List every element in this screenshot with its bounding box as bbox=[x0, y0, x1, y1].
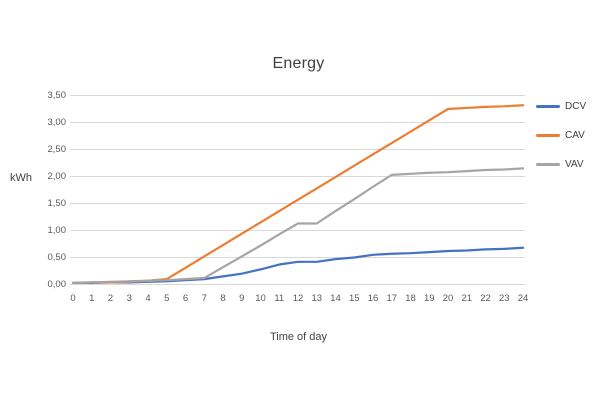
x-tick-label: 24 bbox=[517, 293, 529, 304]
x-tick-label: 6 bbox=[182, 293, 189, 304]
series-line-vav bbox=[71, 167, 525, 284]
x-axis-title: Time of day bbox=[269, 331, 328, 343]
x-tick-label: 23 bbox=[498, 293, 510, 304]
x-tick-label: 7 bbox=[201, 293, 207, 304]
legend: DCV CAV VAV bbox=[536, 100, 586, 171]
x-tick-label: 9 bbox=[239, 293, 245, 304]
legend-label-cav: CAV bbox=[565, 130, 585, 141]
series-line-cav bbox=[71, 104, 525, 284]
x-tick-label: 19 bbox=[423, 293, 435, 304]
x-tick-label: 17 bbox=[386, 293, 398, 304]
x-tick-label: 11 bbox=[274, 293, 285, 304]
chart-title: Energy bbox=[272, 55, 325, 72]
legend-item-vav[interactable]: VAV bbox=[536, 158, 586, 171]
y-tick-label: 2,50 bbox=[47, 143, 67, 155]
y-tick-label: 0,50 bbox=[47, 251, 67, 263]
vav-line-swatch-icon bbox=[536, 163, 560, 166]
x-tick-label: 13 bbox=[311, 293, 323, 304]
y-tick-label: 3,50 bbox=[47, 89, 67, 101]
y-tick-label: 3,00 bbox=[47, 116, 67, 128]
x-tick-label: 15 bbox=[348, 293, 360, 304]
x-tick-label: 8 bbox=[220, 293, 226, 304]
x-tick-label: 2 bbox=[107, 293, 114, 304]
x-tick-label: 5 bbox=[164, 293, 170, 304]
x-tick-label: 16 bbox=[367, 293, 379, 304]
x-tick-label: 14 bbox=[330, 293, 341, 304]
y-tick-label: 2,00 bbox=[47, 170, 67, 182]
x-tick-label: 3 bbox=[126, 293, 132, 304]
x-tick-label: 0 bbox=[70, 293, 76, 304]
y-tick-label: 1,50 bbox=[47, 197, 67, 209]
legend-label-vav: VAV bbox=[565, 159, 584, 170]
legend-item-cav[interactable]: CAV bbox=[536, 129, 586, 142]
x-tick-label: 18 bbox=[405, 293, 416, 304]
dcv-line-swatch-icon bbox=[536, 105, 560, 108]
x-tick-label: 4 bbox=[145, 293, 151, 304]
y-axis-title: kWh bbox=[10, 172, 32, 184]
x-tick-label: 21 bbox=[461, 293, 473, 304]
x-tick-label: 20 bbox=[442, 293, 454, 304]
y-tick-label: 1,00 bbox=[47, 224, 67, 236]
x-tick-label: 12 bbox=[292, 293, 304, 304]
x-tick-label: 22 bbox=[480, 293, 491, 304]
y-tick-label: 0,00 bbox=[47, 278, 67, 290]
x-tick-label: 10 bbox=[255, 293, 266, 304]
legend-label-dcv: DCV bbox=[565, 101, 587, 112]
cav-line-swatch-icon bbox=[536, 134, 560, 137]
legend-item-dcv[interactable]: DCV bbox=[536, 100, 586, 113]
series-line-dcv bbox=[71, 246, 525, 284]
x-tick-label: 1 bbox=[89, 293, 95, 304]
